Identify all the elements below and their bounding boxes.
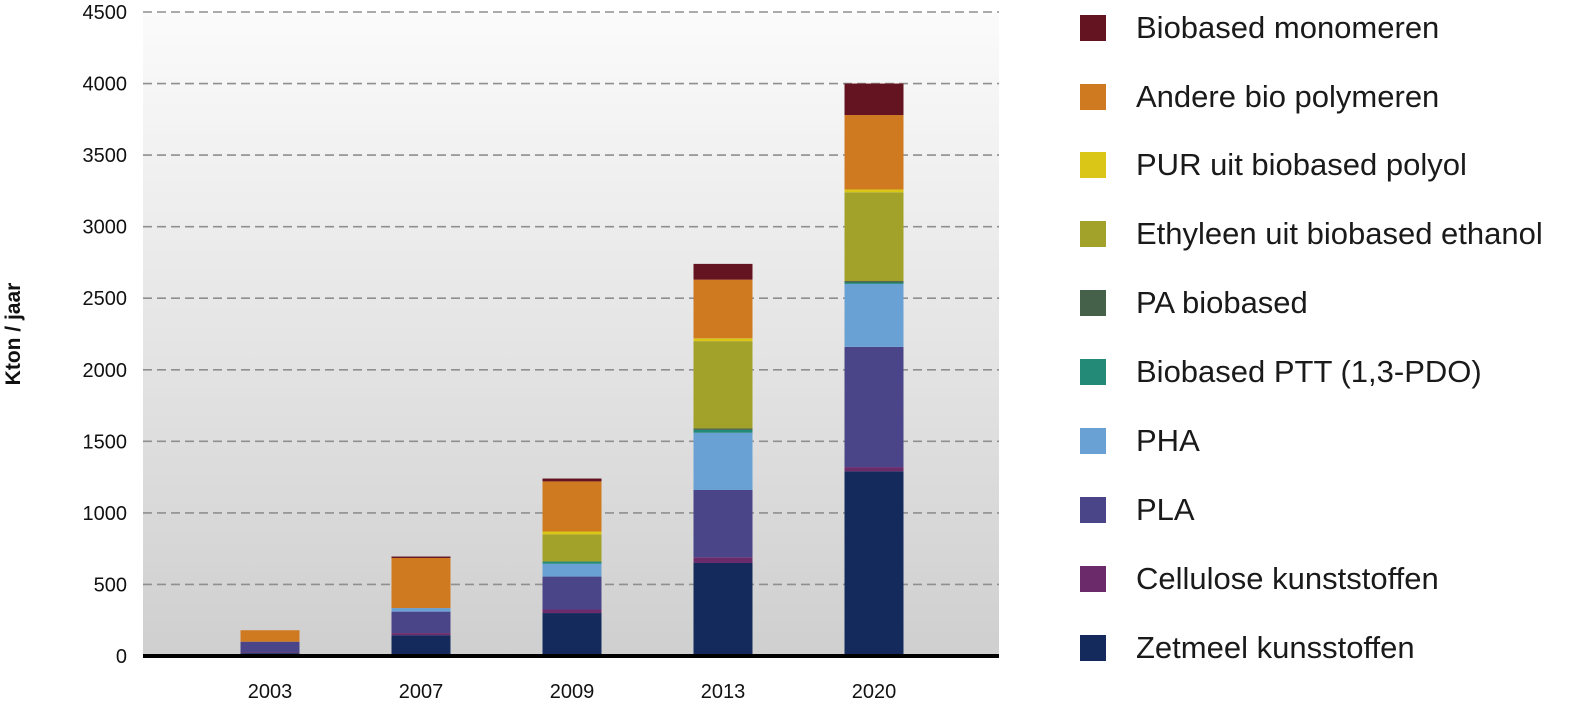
bar-segment (391, 635, 451, 656)
bar-segment (844, 83, 904, 116)
bar-segment (693, 338, 753, 342)
legend-item-ptt: Biobased PTT (1,3-PDO) (1080, 352, 1482, 392)
bar-segment (844, 471, 904, 656)
legend-label: Biobased monomeren (1136, 10, 1440, 45)
bar-segment (240, 630, 300, 642)
legend-item-zetmeel: Zetmeel kunsstoffen (1080, 628, 1415, 668)
legend-label: PHA (1136, 423, 1200, 458)
legend-item-cellulose: Cellulose kunststoffen (1080, 559, 1439, 599)
bar-segment (693, 341, 753, 429)
legend-swatch (1080, 152, 1106, 178)
legend-item-biobased-monomeren: Biobased monomeren (1080, 8, 1439, 48)
y-axis-label: Kton / jaar (2, 283, 25, 386)
legend-item-ethyleen: Ethyleen uit biobased ethanol (1080, 214, 1543, 254)
legend-label: Zetmeel kunsstoffen (1136, 630, 1415, 665)
bar-segment (693, 489, 753, 558)
y-tick-label: 2000 (83, 360, 128, 382)
bars (240, 83, 904, 656)
y-tick-label: 2500 (83, 288, 128, 310)
bar-segment (391, 556, 451, 558)
y-tick-label: 3000 (83, 217, 128, 239)
legend-label: PUR uit biobased polyol (1136, 147, 1467, 182)
bar-segment (542, 534, 602, 562)
bar-segment (391, 608, 451, 612)
bar-segment (542, 563, 602, 577)
x-axis-ticks: 2003 2007 2009 2013 2020 (248, 681, 897, 703)
legend-swatch (1080, 566, 1106, 592)
bar-segment (844, 115, 904, 190)
y-tick-label: 1500 (83, 431, 128, 453)
legend-swatch (1080, 15, 1106, 41)
legend-label: PA biobased (1136, 285, 1308, 320)
y-tick-label: 0 (116, 646, 127, 668)
bar-segment (844, 192, 904, 282)
bar-segment (240, 652, 300, 654)
legend-item-pha: PHA (1080, 421, 1200, 461)
legend-label: Andere bio polymeren (1136, 79, 1440, 114)
legend-label: PLA (1136, 492, 1195, 527)
legend-label: Cellulose kunststoffen (1136, 561, 1439, 596)
legend-swatch (1080, 359, 1106, 385)
bar-segment (693, 263, 753, 280)
bar-segment (391, 611, 451, 634)
bar-segment (542, 576, 602, 610)
bar-segment (693, 562, 753, 656)
bar-segment (844, 283, 904, 347)
legend-swatch (1080, 290, 1106, 316)
y-tick-label: 3500 (83, 145, 128, 167)
legend-item-andere-bio-polymeren: Andere bio polymeren (1080, 77, 1439, 117)
y-tick-label: 1000 (83, 503, 128, 525)
x-tick-label: 2013 (701, 681, 746, 703)
bar-segment (542, 561, 602, 564)
x-tick-label: 2003 (248, 681, 293, 703)
x-tick-label: 2020 (852, 681, 897, 703)
bar-segment (240, 641, 300, 653)
bar-segment (693, 432, 753, 490)
legend-item-pla: PLA (1080, 490, 1195, 530)
bar-segment (693, 428, 753, 430)
legend-swatch (1080, 635, 1106, 661)
bar-segment (542, 613, 602, 656)
legend-label: Ethyleen uit biobased ethanol (1136, 216, 1543, 251)
x-tick-label: 2007 (399, 681, 444, 703)
y-tick-label: 4500 (83, 2, 128, 24)
legend-swatch (1080, 84, 1106, 110)
y-tick-label: 4000 (83, 74, 128, 96)
bar-segment (391, 633, 451, 636)
bar-segment (844, 281, 904, 283)
bar-segment (844, 467, 904, 472)
legend-item-pur: PUR uit biobased polyol (1080, 145, 1467, 185)
legend-item-pa-biobased: PA biobased (1080, 283, 1308, 323)
bar-segment (693, 279, 753, 339)
bar-segment (844, 282, 904, 284)
bar-segment (844, 189, 904, 193)
y-axis-ticks: 0 500 1000 1500 2000 2500 3000 3500 4000 4500 (83, 2, 128, 668)
x-tick-label: 2009 (550, 681, 595, 703)
bar-segment (693, 557, 753, 563)
legend-swatch (1080, 221, 1106, 247)
legend-swatch (1080, 497, 1106, 523)
bar-segment (542, 478, 602, 482)
bar-segment (542, 481, 602, 532)
bar-segment (693, 429, 753, 433)
legend-swatch (1080, 428, 1106, 454)
legend-label: Biobased PTT (1,3-PDO) (1136, 354, 1482, 389)
y-tick-label: 500 (94, 574, 127, 596)
bar-segment (542, 531, 602, 535)
bar-segment (391, 557, 451, 609)
bar-segment (844, 346, 904, 468)
bar-segment (542, 609, 602, 614)
